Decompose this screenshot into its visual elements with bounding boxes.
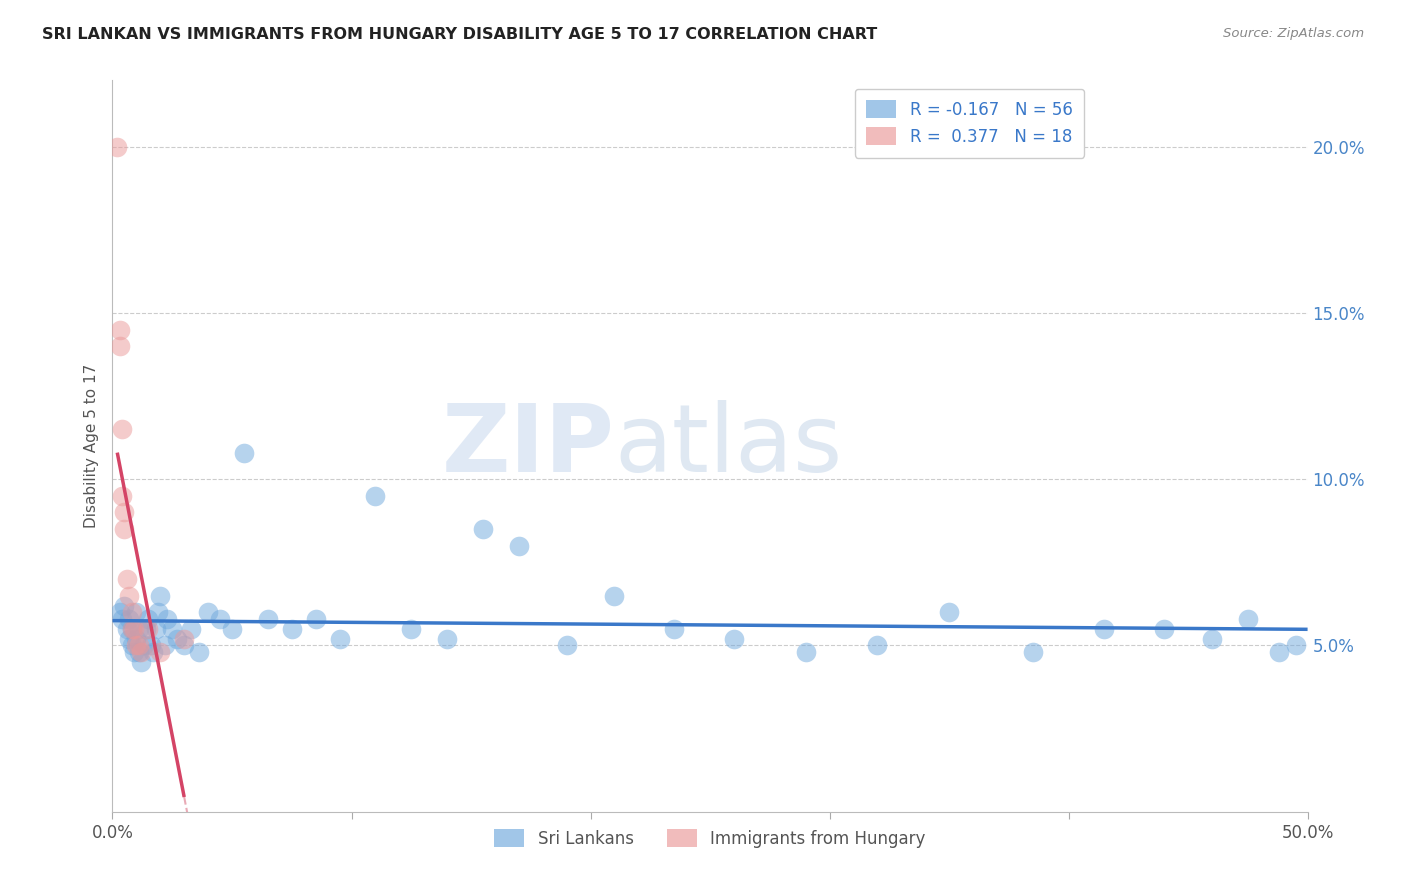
- Point: [129, 645, 152, 659]
- Point: [118, 589, 141, 603]
- Point: [139, 639, 162, 653]
- Point: [111, 489, 134, 503]
- Y-axis label: Disability Age 5 to 17: Disability Age 5 to 17: [83, 364, 98, 528]
- Point: [125, 605, 148, 619]
- Point: [156, 612, 179, 626]
- Point: [603, 589, 626, 603]
- Point: [723, 632, 745, 646]
- Point: [149, 589, 172, 603]
- Text: Source: ZipAtlas.com: Source: ZipAtlas.com: [1223, 27, 1364, 40]
- Point: [257, 612, 280, 626]
- Point: [149, 645, 172, 659]
- Point: [121, 622, 143, 636]
- Point: [209, 612, 232, 626]
- Text: ZIP: ZIP: [441, 400, 614, 492]
- Point: [508, 539, 530, 553]
- Point: [1201, 632, 1223, 646]
- Point: [173, 639, 195, 653]
- Point: [108, 323, 131, 337]
- Text: SRI LANKAN VS IMMIGRANTS FROM HUNGARY DISABILITY AGE 5 TO 17 CORRELATION CHART: SRI LANKAN VS IMMIGRANTS FROM HUNGARY DI…: [42, 27, 877, 42]
- Point: [329, 632, 352, 646]
- Point: [138, 622, 160, 636]
- Point: [180, 622, 202, 636]
- Point: [281, 622, 304, 636]
- Point: [173, 632, 195, 646]
- Point: [472, 522, 495, 536]
- Point: [1268, 645, 1291, 659]
- Point: [105, 140, 128, 154]
- Point: [125, 639, 148, 653]
- Point: [118, 612, 141, 626]
- Point: [401, 622, 423, 636]
- Point: [162, 622, 183, 636]
- Point: [938, 605, 960, 619]
- Legend: Sri Lankans, Immigrants from Hungary: Sri Lankans, Immigrants from Hungary: [488, 822, 932, 855]
- Point: [221, 622, 243, 636]
- Text: atlas: atlas: [614, 400, 842, 492]
- Point: [122, 622, 145, 636]
- Point: [142, 645, 165, 659]
- Point: [146, 605, 169, 619]
- Point: [364, 489, 387, 503]
- Point: [1022, 645, 1045, 659]
- Point: [166, 632, 188, 646]
- Point: [664, 622, 686, 636]
- Point: [436, 632, 458, 646]
- Point: [108, 605, 131, 619]
- Point: [128, 645, 150, 659]
- Point: [132, 639, 155, 653]
- Point: [118, 632, 141, 646]
- Point: [129, 655, 152, 669]
- Point: [114, 599, 135, 613]
- Point: [138, 612, 160, 626]
- Point: [135, 622, 157, 636]
- Point: [111, 612, 134, 626]
- Point: [1094, 622, 1116, 636]
- Point: [128, 639, 150, 653]
- Point: [555, 639, 578, 653]
- Point: [125, 632, 148, 646]
- Point: [794, 645, 817, 659]
- Point: [128, 622, 150, 636]
- Point: [114, 506, 135, 520]
- Point: [121, 639, 143, 653]
- Point: [1285, 639, 1308, 653]
- Point: [111, 422, 134, 436]
- Point: [115, 622, 138, 636]
- Point: [233, 445, 256, 459]
- Point: [187, 645, 209, 659]
- Point: [305, 612, 328, 626]
- Point: [866, 639, 889, 653]
- Point: [121, 622, 143, 636]
- Point: [197, 605, 219, 619]
- Point: [115, 572, 138, 586]
- Point: [1153, 622, 1175, 636]
- Point: [114, 522, 135, 536]
- Point: [121, 605, 143, 619]
- Point: [108, 339, 131, 353]
- Point: [1237, 612, 1260, 626]
- Point: [122, 645, 145, 659]
- Point: [145, 622, 167, 636]
- Point: [153, 639, 176, 653]
